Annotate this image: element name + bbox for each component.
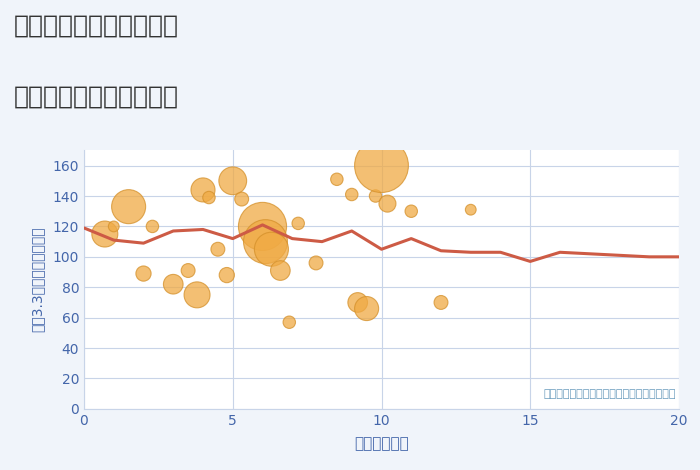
Point [108, 223, 119, 230]
Point [203, 194, 214, 201]
Point [147, 223, 158, 230]
Point [266, 245, 277, 253]
Point [331, 175, 342, 183]
Point [183, 267, 194, 274]
Text: 福岡県福岡市南区高宮の: 福岡県福岡市南区高宮の [14, 14, 179, 38]
Point [197, 186, 209, 194]
Point [168, 281, 179, 288]
Point [274, 267, 286, 274]
Point [352, 299, 363, 306]
Point [435, 299, 447, 306]
Point [123, 203, 134, 211]
Point [361, 305, 372, 312]
Point [212, 245, 223, 253]
Point [382, 200, 393, 207]
Text: 円の大きさは、取引のあった物件面積を示す: 円の大きさは、取引のあった物件面積を示す [543, 389, 676, 399]
Y-axis label: 坪（3.3㎡）単価（万円）: 坪（3.3㎡）単価（万円） [30, 227, 44, 332]
Point [406, 207, 417, 215]
Point [346, 191, 357, 198]
Point [465, 206, 476, 213]
Text: 駅距離別中古戸建て価格: 駅距離別中古戸建て価格 [14, 85, 179, 109]
Point [370, 192, 381, 200]
Point [236, 196, 247, 203]
Point [310, 259, 321, 266]
Point [192, 291, 203, 298]
Point [138, 270, 149, 277]
Point [284, 319, 295, 326]
Point [293, 219, 304, 227]
Point [376, 162, 387, 169]
Point [221, 271, 232, 279]
Point [260, 238, 271, 245]
Point [257, 223, 268, 230]
Point [99, 230, 111, 238]
Point [227, 177, 238, 185]
X-axis label: 駅距離（分）: 駅距離（分） [354, 436, 409, 451]
